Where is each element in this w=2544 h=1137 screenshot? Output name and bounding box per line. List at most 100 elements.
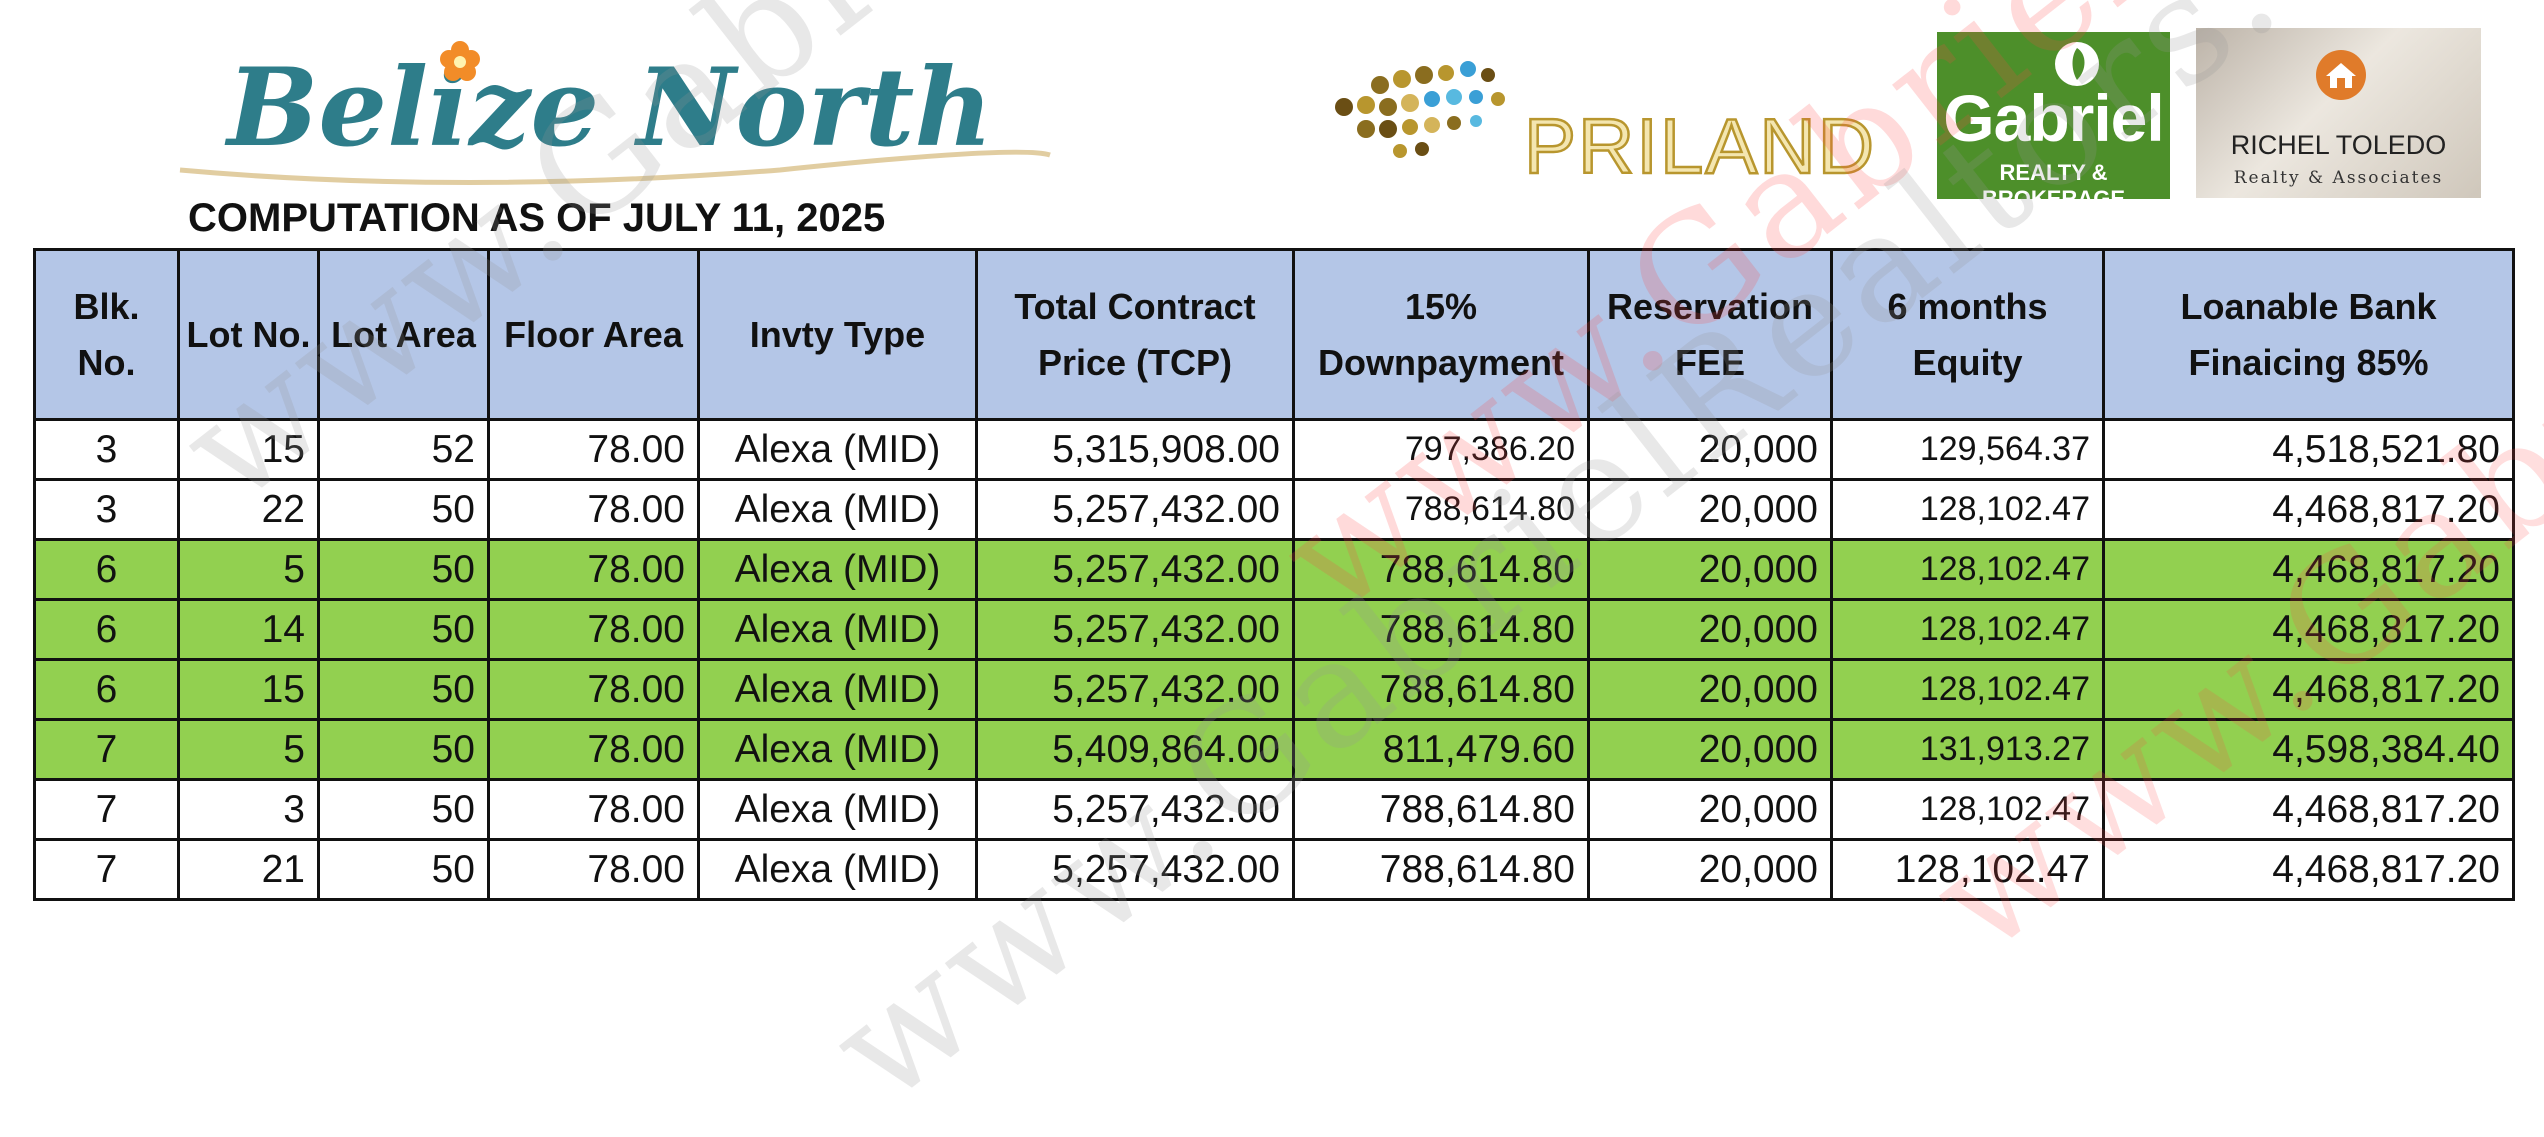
- tcp-cell: 5,409,864.00: [975, 718, 1295, 781]
- floor-area-cell: 78.00: [487, 718, 700, 781]
- blk-cell: 3: [33, 478, 180, 541]
- loan-cell: 4,468,817.20: [2102, 598, 2515, 661]
- lot-cell: 3: [177, 778, 320, 841]
- type-cell: Alexa (MID): [697, 658, 978, 721]
- house-icon: [2316, 50, 2366, 100]
- floor-area-cell: 78.00: [487, 658, 700, 721]
- column-header: Reservation FEE: [1587, 248, 1833, 421]
- svg-text:Belize North: Belize North: [224, 45, 993, 171]
- column-header: 15% Downpayment: [1292, 248, 1590, 421]
- reservation-fee-cell: 20,000: [1587, 838, 1833, 901]
- gabriel-realty-logo: Gabriel REALTY & BROKERAGE: [1937, 32, 2170, 211]
- blk-cell: 3: [33, 418, 180, 481]
- downpayment-cell: 811,479.60: [1292, 718, 1590, 781]
- tcp-cell: 5,257,432.00: [975, 478, 1295, 541]
- belize-north-logo: Belize North: [179, 41, 1051, 185]
- loan-cell: 4,518,521.80: [2102, 418, 2515, 481]
- reservation-fee-cell: 20,000: [1587, 478, 1833, 541]
- equity-cell: 128,102.47: [1830, 538, 2105, 601]
- floor-area-cell: 78.00: [487, 598, 700, 661]
- lot-cell: 5: [177, 538, 320, 601]
- tcp-cell: 5,257,432.00: [975, 658, 1295, 721]
- equity-cell: 128,102.47: [1830, 598, 2105, 661]
- downpayment-cell: 797,386.20: [1292, 418, 1590, 481]
- floor-area-cell: 78.00: [487, 478, 700, 541]
- lot-cell: 22: [177, 478, 320, 541]
- type-cell: Alexa (MID): [697, 778, 978, 841]
- type-cell: Alexa (MID): [697, 538, 978, 601]
- reservation-fee-cell: 20,000: [1587, 718, 1833, 781]
- blk-cell: 6: [33, 598, 180, 661]
- loan-cell: 4,468,817.20: [2102, 778, 2515, 841]
- equity-cell: 131,913.27: [1830, 718, 2105, 781]
- type-cell: Alexa (MID): [697, 838, 978, 901]
- price-computation-table: Blk. No. Lot No. Lot Area Floor Area Inv…: [33, 248, 2515, 901]
- table-row: 7 3 50 78.00 Alexa (MID) 5,257,432.00 78…: [33, 778, 2515, 841]
- loan-cell: 4,468,817.20: [2102, 478, 2515, 541]
- blk-cell: 6: [33, 658, 180, 721]
- lot-area-cell: 50: [317, 538, 490, 601]
- downpayment-cell: 788,614.80: [1292, 778, 1590, 841]
- type-cell: Alexa (MID): [697, 718, 978, 781]
- table-row: 7 21 50 78.00 Alexa (MID) 5,257,432.00 7…: [33, 838, 2515, 901]
- computation-title: COMPUTATION AS OF JULY 11, 2025: [188, 196, 886, 240]
- reservation-fee-cell: 20,000: [1587, 418, 1833, 481]
- column-header: 6 months Equity: [1830, 248, 2105, 421]
- table-row: 6 5 50 78.00 Alexa (MID) 5,257,432.00 78…: [33, 538, 2515, 601]
- column-header: Total Contract Price (TCP): [975, 248, 1295, 421]
- column-header: Floor Area: [487, 248, 700, 421]
- tcp-cell: 5,257,432.00: [975, 778, 1295, 841]
- column-header: Invty Type: [697, 248, 978, 421]
- table-row: 3 22 50 78.00 Alexa (MID) 5,257,432.00 7…: [33, 478, 2515, 541]
- column-header: Lot Area: [317, 248, 490, 421]
- lot-area-cell: 50: [317, 478, 490, 541]
- loan-cell: 4,468,817.20: [2102, 658, 2515, 721]
- richel-name: RICHEL TOLEDO: [2230, 130, 2447, 160]
- reservation-fee-cell: 20,000: [1587, 778, 1833, 841]
- priland-logo: PRILAND: [1335, 61, 1876, 185]
- blk-cell: 7: [33, 778, 180, 841]
- lot-area-cell: 50: [317, 718, 490, 781]
- lot-cell: 5: [177, 718, 320, 781]
- tcp-cell: 5,257,432.00: [975, 598, 1295, 661]
- lot-area-cell: 50: [317, 838, 490, 901]
- richel-toledo-logo: RICHEL TOLEDO Realty & Associates: [2196, 28, 2481, 198]
- type-cell: Alexa (MID): [697, 418, 978, 481]
- lot-cell: 15: [177, 418, 320, 481]
- leaf-icon: [2055, 42, 2099, 86]
- table-row: 3 15 52 78.00 Alexa (MID) 5,315,908.00 7…: [33, 418, 2515, 481]
- lot-area-cell: 52: [317, 418, 490, 481]
- tcp-cell: 5,257,432.00: [975, 838, 1295, 901]
- table-row: 6 15 50 78.00 Alexa (MID) 5,257,432.00 7…: [33, 658, 2515, 721]
- blk-cell: 6: [33, 538, 180, 601]
- lot-cell: 15: [177, 658, 320, 721]
- equity-cell: 128,102.47: [1830, 838, 2105, 901]
- lot-area-cell: 50: [317, 598, 490, 661]
- equity-cell: 129,564.37: [1830, 418, 2105, 481]
- reservation-fee-cell: 20,000: [1587, 598, 1833, 661]
- svg-text:PRILAND: PRILAND: [1524, 102, 1876, 185]
- lot-cell: 21: [177, 838, 320, 901]
- downpayment-cell: 788,614.80: [1292, 658, 1590, 721]
- column-header: Loanable Bank Finaicing 85%: [2102, 248, 2515, 421]
- blk-cell: 7: [33, 718, 180, 781]
- downpayment-cell: 788,614.80: [1292, 478, 1590, 541]
- column-header: Blk. No.: [33, 248, 180, 421]
- gabriel-name: Gabriel: [1943, 81, 2164, 155]
- loan-cell: 4,598,384.40: [2102, 718, 2515, 781]
- lot-area-cell: 50: [317, 778, 490, 841]
- equity-cell: 128,102.47: [1830, 658, 2105, 721]
- floor-area-cell: 78.00: [487, 778, 700, 841]
- table-row: 7 5 50 78.00 Alexa (MID) 5,409,864.00 81…: [33, 718, 2515, 781]
- column-header: Lot No.: [177, 248, 320, 421]
- reservation-fee-cell: 20,000: [1587, 658, 1833, 721]
- downpayment-cell: 788,614.80: [1292, 538, 1590, 601]
- blk-cell: 7: [33, 838, 180, 901]
- table-row: 6 14 50 78.00 Alexa (MID) 5,257,432.00 7…: [33, 598, 2515, 661]
- gabriel-subtitle: REALTY & BROKERAGE: [1981, 160, 2125, 211]
- richel-subtitle: Realty & Associates: [2233, 168, 2444, 188]
- downpayment-cell: 788,614.80: [1292, 598, 1590, 661]
- loan-cell: 4,468,817.20: [2102, 538, 2515, 601]
- loan-cell: 4,468,817.20: [2102, 838, 2515, 901]
- tcp-cell: 5,257,432.00: [975, 538, 1295, 601]
